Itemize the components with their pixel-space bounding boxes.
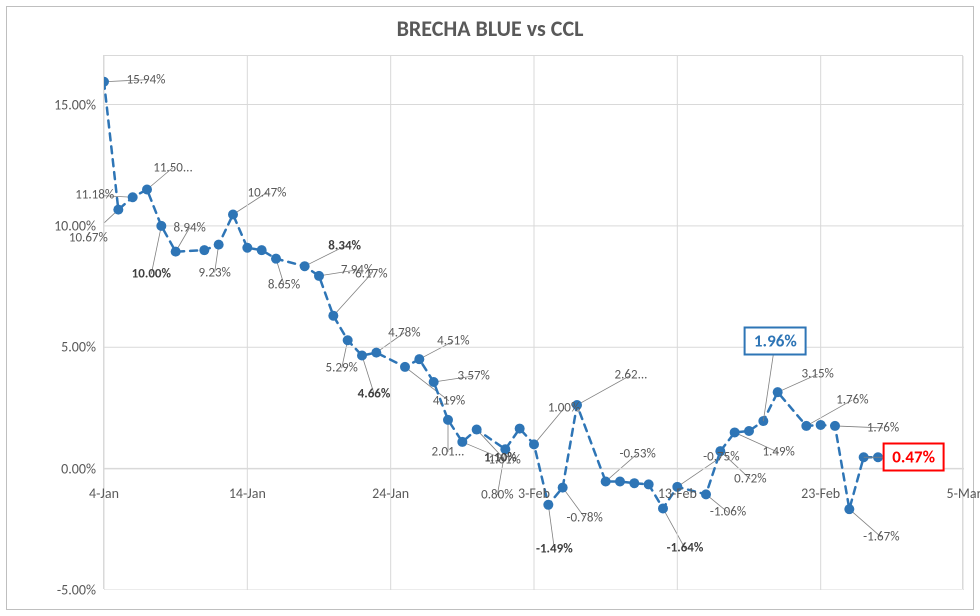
x-tick-label: 4-Jan — [89, 485, 119, 502]
x-tick-label: 23-Feb — [801, 485, 840, 502]
data-label: -0.75% — [703, 449, 739, 464]
y-tick-label: 15.00% — [14, 96, 96, 113]
y-tick-label: -5.00% — [14, 582, 96, 599]
data-label: 0.72% — [734, 472, 766, 487]
data-label: 8.34% — [328, 239, 361, 254]
data-label: 9.23% — [198, 265, 230, 280]
data-label: -0.78% — [566, 510, 602, 525]
y-tick-label: 0.00% — [14, 460, 96, 477]
data-label: 2.01... — [432, 444, 465, 459]
plot-area: -5.00%0.00%5.00%10.00%15.00%4-Jan14-Jan2… — [103, 55, 963, 589]
data-label: 10.67% — [69, 230, 108, 245]
data-label: 1.00% — [548, 401, 580, 416]
callout-box: 0.47% — [882, 443, 945, 472]
x-tick-label: 24-Jan — [372, 485, 409, 502]
chart-title: BRECHA BLUE vs CCL — [7, 15, 973, 42]
data-label: -1.06% — [710, 505, 746, 520]
x-tick-label: 5-Mar — [947, 485, 980, 502]
data-label: 8.65% — [268, 277, 300, 292]
data-label: -1.49% — [536, 541, 573, 556]
data-label: 10.00% — [132, 266, 171, 281]
data-label: 1.49% — [762, 445, 794, 460]
data-label: 0.80% — [481, 488, 513, 503]
y-tick-label: 5.00% — [14, 339, 96, 356]
data-label: 15.94% — [127, 72, 166, 87]
data-label: 4.51% — [437, 334, 469, 349]
data-label: -0.53% — [619, 446, 655, 461]
data-label: 4.19% — [433, 393, 465, 408]
x-tick-label: 13-Feb — [658, 485, 697, 502]
data-label: 4.78% — [388, 325, 420, 340]
data-label: -1.67% — [863, 530, 899, 545]
data-label: 6.17% — [355, 266, 387, 281]
chart-frame: BRECHA BLUE vs CCL -5.00%0.00%5.00%10.00… — [6, 6, 974, 610]
callout-box: 1.96% — [744, 327, 807, 356]
x-tick-label: 14-Jan — [229, 485, 266, 502]
data-label: 11.50... — [153, 160, 192, 175]
data-label: 1.76% — [836, 392, 868, 407]
data-label: 4.66% — [358, 386, 391, 401]
data-label: 3.15% — [801, 367, 833, 382]
data-label: 8.94% — [173, 220, 205, 235]
data-label: 1.76% — [867, 420, 899, 435]
data-label: 3.57% — [457, 368, 489, 383]
data-label: 5.29% — [325, 361, 357, 376]
data-label: -1.64% — [667, 541, 704, 556]
x-tick-label: 3-Feb — [518, 485, 550, 502]
data-label: 11.18% — [75, 188, 114, 203]
data-label: 2.62... — [615, 368, 648, 383]
data-label: 10.47% — [248, 185, 287, 200]
data-label: 1.61% — [488, 452, 520, 467]
